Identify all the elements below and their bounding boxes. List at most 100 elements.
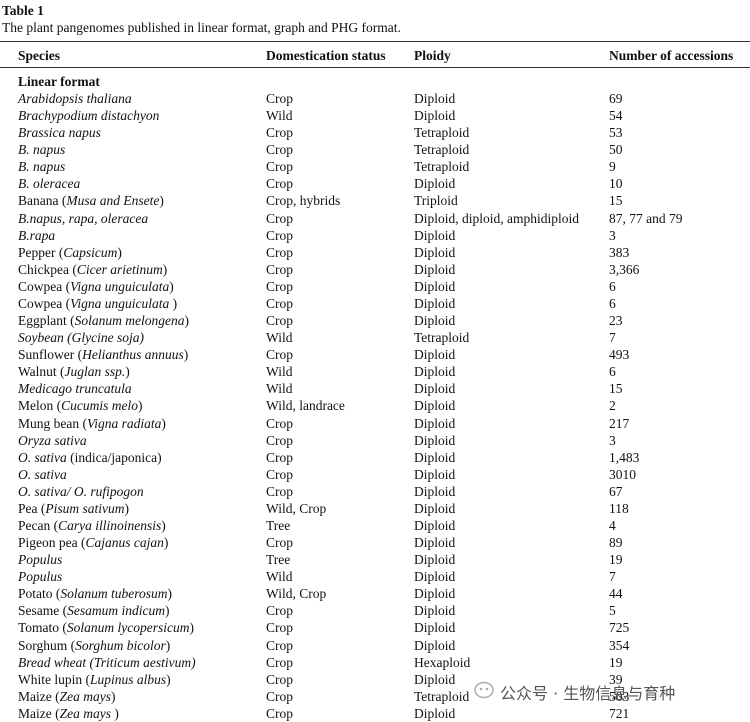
accessions-cell: 53 [609,125,623,141]
species-cell: Cowpea (Vigna unguiculata ) [18,296,177,312]
species-cell: Soybean (Glycine soja) [18,330,144,346]
accessions-cell: 87, 77 and 79 [609,210,683,226]
ploidy-cell: Diploid [414,364,456,380]
domestication-cell: Crop [266,620,293,636]
accessions-cell: 725 [609,620,630,636]
ploidy-cell: Diploid [414,347,456,363]
domestication-cell: Crop [266,637,293,653]
ploidy-cell: Diploid [414,449,456,465]
species-italic: Bread wheat (Triticum aestivum) [18,654,196,670]
domestication-cell: Crop [266,449,293,465]
species-text: ) [117,244,122,260]
species-text: ) [161,415,166,431]
species-italic: Helianthus annuus [82,347,184,363]
species-text: Tomato ( [18,620,67,636]
domestication-cell: Wild [266,569,293,585]
species-italic: Pisum sativum [45,500,125,516]
domestication-cell: Tree [266,552,291,568]
ploidy-cell: Diploid [414,261,456,277]
species-text: Cowpea ( [18,295,71,311]
domestication-cell: Crop, hybrids [266,193,341,209]
species-text: ) [110,688,116,704]
ploidy-cell: Tetraploid [414,330,470,346]
ploidy-cell: Diploid [414,313,456,329]
ploidy-cell: Diploid [414,415,456,431]
table-caption: The plant pangenomes published in linear… [2,20,401,35]
domestication-cell: Crop [266,295,293,311]
species-cell: Walnut (Juglan ssp.) [18,364,130,380]
species-italic: Cajanus cajan [85,535,164,551]
species-cell: Cowpea (Vigna unguiculata) [18,279,174,295]
species-italic: Soybean (Glycine soja) [18,330,144,346]
ploidy-cell: Diploid [414,108,456,124]
ploidy-cell: Diploid [414,466,456,482]
ploidy-cell: Tetraploid [414,142,470,158]
species-italic: Cucumis melo [61,398,138,414]
species-text: ) [167,586,173,602]
accessions-cell: 3010 [609,466,636,482]
ploidy-cell: Hexaploid [414,654,471,670]
watermark: 公众号 · 生物信息与育种 [500,684,676,703]
ploidy-cell: Diploid [414,671,456,687]
species-text: ) [184,313,189,329]
watermark-icon [474,681,494,699]
species-text: (indica/japonica) [66,449,162,465]
species-italic: Solanum melongena [74,313,185,329]
species-italic: O. sativa [18,449,67,465]
species-italic: Medicago truncatula [18,381,132,397]
domestication-cell: Wild, Crop [266,500,327,516]
species-cell: Potato (Solanum tuberosum) [18,586,172,602]
species-text: ) [125,364,130,380]
ploidy-cell: Diploid [414,586,456,602]
accessions-cell: 6 [609,278,616,294]
domestication-cell: Wild [266,108,293,124]
species-text: Potato ( [18,586,61,602]
species-italic: Populus [18,569,63,585]
domestication-cell: Crop [266,688,293,704]
species-text: Pigeon pea ( [18,535,86,551]
domestication-cell: Wild [266,364,293,380]
accessions-cell: 15 [609,381,623,397]
species-text: Melon ( [18,398,62,414]
species-italic: Vigna unguiculata [70,295,170,311]
species-italic: Capsicum [63,244,118,260]
species-text: ) [164,603,170,619]
species-text: ) [165,637,171,653]
ploidy-cell: Diploid [414,278,456,294]
species-text: Banana ( [18,193,67,209]
accessions-cell: 10 [609,176,623,192]
species-text: Chickpea ( [18,261,77,277]
species-cell: Mung bean (Vigna radiata) [18,416,166,432]
ploidy-cell: Diploid [414,91,456,106]
species-cell: Oryza sativa [18,433,87,449]
species-cell: Eggplant (Solanum melongena) [18,313,189,329]
ploidy-cell: Diploid [414,569,456,585]
species-italic: Juglan ssp. [64,364,126,380]
ploidy-cell: Diploid [414,705,456,721]
accessions-cell: 217 [609,415,630,431]
species-italic: Carya illinoinensis [58,518,162,533]
ploidy-cell: Diploid [414,381,456,397]
species-italic: Zea mays [59,688,111,704]
accessions-cell: 44 [609,586,623,602]
species-cell: White lupin (Lupinus albus) [18,672,171,688]
ploidy-cell: Diploid [414,432,456,448]
species-cell: Melon (Cucumis melo) [18,398,143,414]
accessions-cell: 7 [609,569,616,585]
section-label: Linear format [18,74,100,89]
domestication-cell: Crop [266,278,293,294]
accessions-cell: 89 [609,535,623,551]
ploidy-cell: Diploid [414,483,456,499]
domestication-cell: Crop [266,91,293,106]
species-text: Maize ( [18,688,60,704]
species-cell: B.napus, rapa, oleracea [18,211,148,227]
ploidy-cell: Tetraploid [414,159,470,175]
ploidy-cell: Diploid [414,176,456,192]
domestication-cell: Crop [266,142,293,158]
accessions-cell: 15 [609,193,623,209]
domestication-cell: Wild [266,330,293,346]
accessions-cell: 3,366 [609,261,640,277]
species-text: ) [163,535,169,551]
ploidy-cell: Diploid [414,500,456,516]
species-italic: Solanum tuberosum [60,586,168,602]
